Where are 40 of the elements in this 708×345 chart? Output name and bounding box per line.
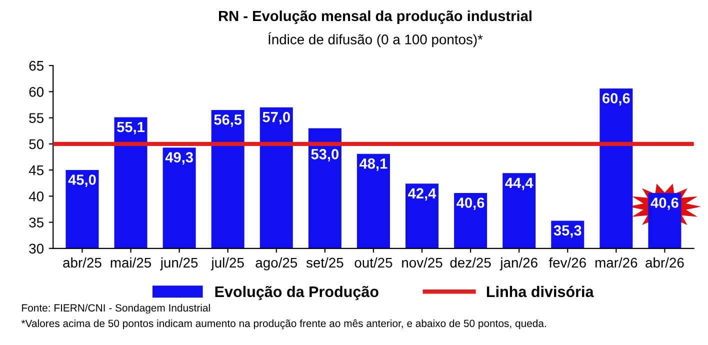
y-tick-label: 45 (28, 166, 44, 176)
text: *Valores acima de 50 pontos indicam aumento na produção frente ao mês anterior, e abaixo de 50 pontos, queda. (21, 319, 546, 330)
x-tick-label: jan/26 (500, 257, 538, 270)
text: 44,4 (505, 178, 534, 190)
x-tick-label: abr/26 (646, 257, 684, 268)
y-tick-label: 60 (29, 87, 44, 97)
x-tick-label: mai/25 (110, 257, 152, 268)
x-tick-label: set/25 (306, 257, 344, 268)
source-note: Fonte: FIERN/CNI - Sondagem Industrial (22, 304, 210, 314)
x-tick-label: jun/25 (160, 257, 198, 270)
y-tick-label: 40 (28, 191, 44, 202)
x-tick-label: fev/26 (548, 257, 586, 268)
x-tick-label: abr/25 (63, 257, 102, 268)
legend-label: Evolução da Produção (215, 286, 378, 300)
text: 49,3 (165, 152, 193, 165)
y-tick-label: 35 (29, 218, 44, 228)
x-tick-label: jul/25 (210, 257, 244, 270)
legend-label: Linha divisória (486, 286, 594, 298)
y-tick-label: 55 (29, 113, 44, 123)
y-tick-label: 30 (29, 244, 44, 254)
text: 42,4 (408, 188, 436, 201)
x-tick-label: nov/25 (402, 257, 442, 268)
y-tick-label: 65 (29, 60, 44, 71)
text: 35,3 (554, 225, 582, 238)
chart-subtitle: Índice de difusão (0 a 100 pontos)* (268, 32, 483, 48)
x-tick-label: mar/26 (595, 257, 638, 268)
text: 40,6 (456, 198, 484, 210)
chart-title: RN - Evolução mensal da produção industrial (219, 10, 532, 24)
x-tick-label: ago/25 (256, 257, 298, 270)
text: 55,1 (117, 122, 145, 134)
y-tick-label: 50 (29, 139, 44, 150)
x-tick-label: out/25 (354, 257, 392, 268)
text: 56,5 (214, 114, 242, 127)
text: 45,0 (68, 174, 96, 188)
text: 60,6 (602, 93, 630, 106)
text: 57,0 (262, 112, 290, 124)
text: 53,0 (311, 149, 339, 162)
text: 48,1 (360, 158, 388, 171)
text: 40,6 (650, 198, 678, 210)
x-tick-label: dez/25 (450, 257, 491, 268)
